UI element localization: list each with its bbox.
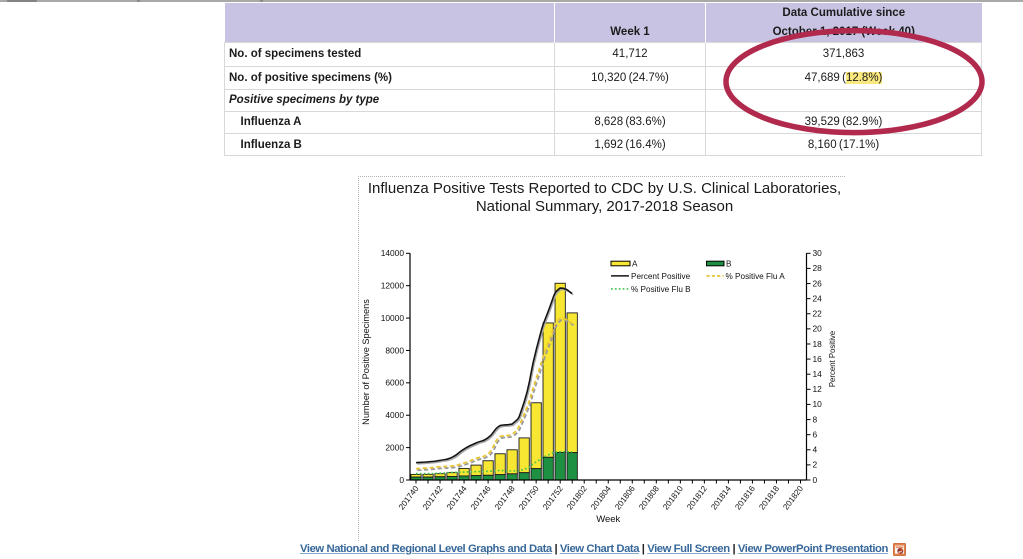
svg-text:30: 30 [813,248,823,258]
svg-text:201806: 201806 [613,484,637,512]
svg-text:201748: 201748 [493,484,517,512]
svg-text:201804: 201804 [589,484,613,512]
svg-text:2: 2 [813,460,818,470]
svg-text:201746: 201746 [469,484,493,512]
svg-text:201812: 201812 [685,484,709,512]
svg-text:201740: 201740 [397,484,421,512]
svg-text:28: 28 [813,263,823,273]
svg-text:Percent Positive: Percent Positive [631,272,691,281]
svg-text:201802: 201802 [565,484,589,512]
svg-text:B: B [726,260,732,269]
svg-text:201816: 201816 [733,484,757,512]
svg-text:Percent Positive: Percent Positive [828,331,837,387]
svg-text:201752: 201752 [541,484,565,512]
svg-text:201742: 201742 [421,484,445,512]
svg-text:10000: 10000 [381,313,405,323]
svg-text:14000: 14000 [381,248,405,258]
svg-text:4: 4 [813,445,818,455]
svg-text:2000: 2000 [385,442,404,452]
svg-text:201818: 201818 [757,484,781,512]
svg-text:201808: 201808 [637,484,661,512]
svg-text:14: 14 [813,369,823,379]
svg-text:A: A [632,260,638,269]
svg-text:Number of Positive Specimens: Number of Positive Specimens [361,299,371,425]
svg-text:201810: 201810 [661,484,685,512]
svg-text:22: 22 [813,309,823,319]
svg-text:10: 10 [813,399,823,409]
svg-text:12000: 12000 [381,280,405,290]
svg-text:201750: 201750 [517,484,541,512]
svg-text:201814: 201814 [709,484,733,512]
svg-text:24: 24 [813,293,823,303]
svg-text:26: 26 [813,278,823,288]
svg-text:201820: 201820 [781,484,805,512]
svg-text:16: 16 [813,354,823,364]
svg-text:12: 12 [813,384,823,394]
svg-text:% Positive Flu A: % Positive Flu A [726,272,786,281]
svg-text:8000: 8000 [385,345,404,355]
svg-text:6000: 6000 [385,378,404,388]
svg-text:8: 8 [813,414,818,424]
svg-text:201744: 201744 [445,484,469,512]
svg-text:18: 18 [813,339,823,349]
svg-text:6: 6 [813,429,818,439]
svg-text:% Positive Flu B: % Positive Flu B [631,285,691,294]
svg-text:0: 0 [813,475,818,485]
svg-text:Week: Week [596,514,620,525]
svg-text:4000: 4000 [385,410,404,420]
svg-text:20: 20 [813,324,823,334]
svg-text:0: 0 [399,475,404,485]
